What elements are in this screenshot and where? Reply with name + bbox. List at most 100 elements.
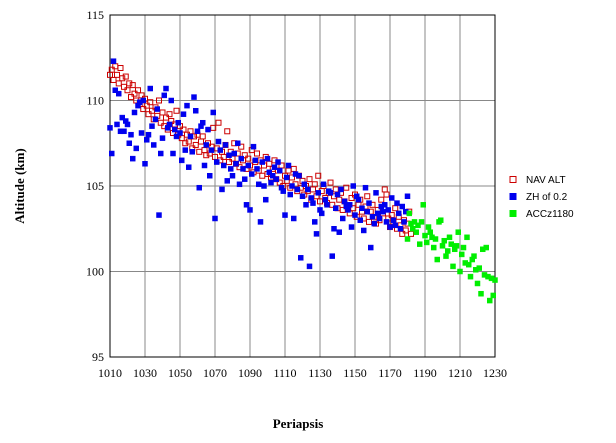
- point-zh-of-0-2: [214, 159, 220, 165]
- point-nav-alt: [266, 160, 273, 167]
- point-zh-of-0-2: [250, 143, 257, 150]
- legend-label: NAV ALT: [526, 175, 566, 186]
- point-zh-of-0-2: [243, 202, 250, 208]
- point-accz1180: [455, 229, 461, 235]
- point-zh-of-0-2: [212, 215, 218, 222]
- point-zh-of-0-2: [331, 226, 337, 232]
- point-nav-alt: [245, 155, 252, 162]
- point-nav-alt: [402, 227, 409, 234]
- point-zh-of-0-2: [219, 186, 225, 193]
- point-zh-of-0-2: [341, 198, 348, 205]
- point-zh-of-0-2: [175, 119, 181, 126]
- point-zh-of-0-2: [306, 263, 313, 270]
- point-zh-of-0-2: [161, 92, 167, 99]
- point-zh-of-0-2: [224, 178, 230, 184]
- point-zh-of-0-2: [257, 219, 264, 225]
- point-nav-alt: [348, 194, 355, 201]
- point-zh-of-0-2: [336, 229, 342, 235]
- point-zh-of-0-2: [131, 109, 138, 116]
- point-zh-of-0-2: [305, 186, 311, 193]
- point-nav-alt: [182, 140, 189, 147]
- point-zh-of-0-2: [299, 193, 306, 200]
- point-nav-alt: [378, 196, 385, 203]
- point-zh-of-0-2: [294, 186, 300, 193]
- point-nav-alt: [259, 172, 266, 179]
- point-zh-of-0-2: [261, 183, 267, 189]
- y-tick-labels: 95 100 105 110 115: [86, 8, 104, 364]
- point-zh-of-0-2: [229, 172, 236, 179]
- point-nav-alt: [226, 159, 232, 166]
- point-zh-of-0-2: [168, 97, 174, 104]
- legend-marker: [509, 193, 517, 200]
- point-zh-of-0-2: [240, 166, 246, 172]
- point-zh-of-0-2: [208, 147, 215, 153]
- point-zh-of-0-2: [298, 255, 304, 261]
- point-zh-of-0-2: [271, 164, 278, 170]
- point-zh-of-0-2: [350, 183, 356, 189]
- point-zh-of-0-2: [145, 131, 152, 138]
- point-zh-of-0-2: [242, 176, 248, 182]
- plot-area-frame: [109, 14, 496, 358]
- point-accz1180: [448, 241, 454, 247]
- point-zh-of-0-2: [116, 90, 122, 97]
- point-zh-of-0-2: [380, 208, 386, 215]
- point-zh-of-0-2: [170, 150, 176, 157]
- point-nav-alt: [332, 186, 339, 193]
- x-tick-label: 1150: [343, 366, 367, 380]
- point-zh-of-0-2: [140, 97, 146, 104]
- point-zh-of-0-2: [396, 210, 402, 217]
- point-zh-of-0-2: [399, 203, 405, 210]
- point-zh-of-0-2: [319, 210, 325, 217]
- point-nav-alt: [199, 133, 206, 140]
- point-zh-of-0-2: [187, 133, 194, 140]
- x-tick-label: 1050: [168, 366, 192, 380]
- point-zh-of-0-2: [177, 130, 183, 136]
- point-accz1180: [492, 277, 498, 283]
- point-accz1180: [424, 239, 430, 246]
- point-zh-of-0-2: [166, 121, 173, 128]
- point-zh-of-0-2: [301, 181, 307, 188]
- point-accz1180: [427, 229, 433, 235]
- point-zh-of-0-2: [203, 142, 209, 148]
- point-zh-of-0-2: [207, 172, 213, 179]
- point-nav-alt: [131, 90, 138, 97]
- point-accz1180: [432, 236, 439, 242]
- point-zh-of-0-2: [180, 111, 187, 117]
- point-nav-alt: [156, 97, 162, 104]
- point-zh-of-0-2: [186, 164, 192, 170]
- point-zh-of-0-2: [182, 147, 188, 153]
- point-zh-of-0-2: [128, 131, 134, 138]
- point-zh-of-0-2: [126, 140, 132, 146]
- point-zh-of-0-2: [287, 191, 293, 198]
- point-accz1180: [453, 243, 460, 249]
- point-zh-of-0-2: [210, 109, 216, 116]
- point-zh-of-0-2: [205, 126, 211, 133]
- point-zh-of-0-2: [124, 121, 131, 128]
- point-zh-of-0-2: [233, 161, 239, 167]
- point-nav-alt: [143, 102, 150, 109]
- point-nav-alt: [124, 87, 131, 94]
- point-accz1180: [413, 229, 419, 235]
- point-zh-of-0-2: [371, 220, 377, 227]
- point-zh-of-0-2: [327, 190, 334, 196]
- point-zh-of-0-2: [376, 215, 383, 222]
- point-zh-of-0-2: [347, 202, 353, 208]
- point-nav-alt: [192, 141, 199, 148]
- point-zh-of-0-2: [159, 135, 166, 141]
- point-zh-of-0-2: [133, 145, 139, 152]
- point-nav-alt: [147, 99, 154, 106]
- point-zh-of-0-2: [364, 208, 370, 215]
- point-nav-alt: [163, 114, 169, 121]
- point-zh-of-0-2: [217, 147, 223, 153]
- point-nav-alt: [187, 128, 194, 135]
- point-nav-alt: [119, 75, 126, 82]
- point-zh-of-0-2: [394, 200, 400, 206]
- point-nav-alt: [290, 165, 297, 172]
- point-zh-of-0-2: [110, 58, 117, 64]
- point-nav-alt: [196, 148, 203, 155]
- point-zh-of-0-2: [184, 102, 190, 109]
- point-nav-alt: [126, 80, 133, 87]
- point-zh-of-0-2: [404, 193, 411, 200]
- point-zh-of-0-2: [158, 150, 164, 157]
